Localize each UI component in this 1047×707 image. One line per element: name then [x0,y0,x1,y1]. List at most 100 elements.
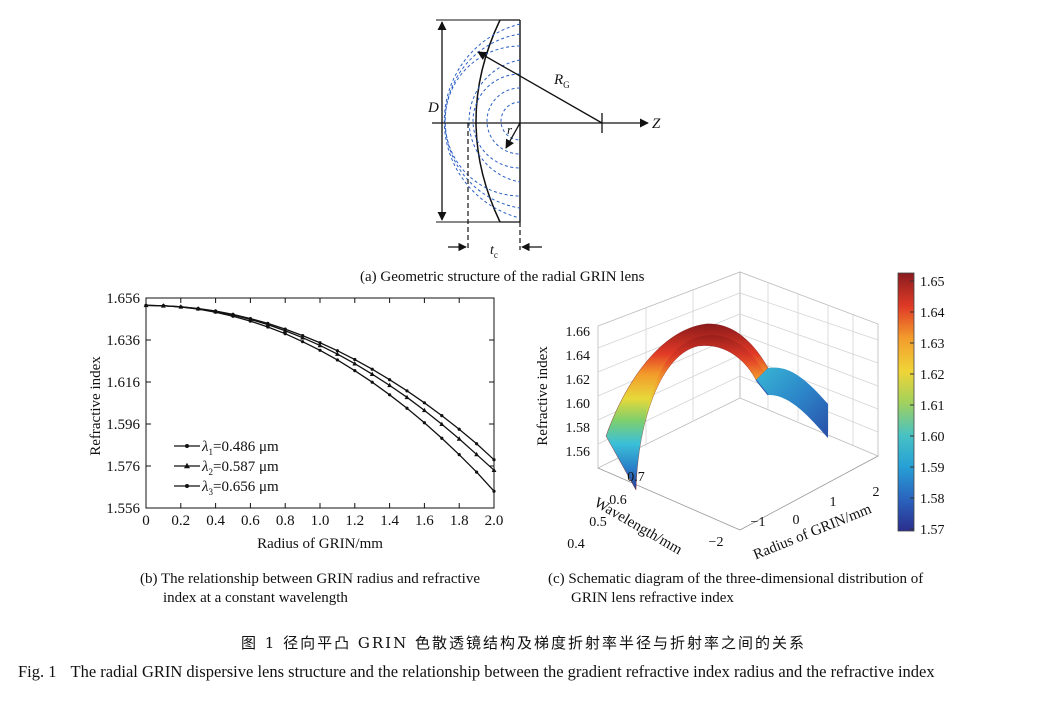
y-tick-label-3d: 0.6 [609,493,627,508]
series-point-2 [369,371,375,377]
panel-b-caption: (b) The relationship between GRIN radius… [140,570,480,608]
series-point-3 [144,303,148,307]
panel-c-caption-line1: (c) Schematic diagram of the three-dimen… [548,571,924,587]
x-axis-label-3d: Radius of GRIN/mm [751,501,874,563]
colorbar-tick-label: 1.63 [920,337,945,352]
series-point-3 [318,341,322,345]
y-tick-label: 1.616 [106,375,140,391]
y-tick-label-3d: 0.4 [567,537,585,552]
series-line-3 [145,304,495,461]
z-tick-label: 1.56 [566,445,591,460]
gradient-contours [443,23,521,219]
panel-b-caption-line1: (b) The relationship between GRIN radius… [140,571,481,587]
series-point-3 [492,458,496,462]
x-tick-label-3d: 0 [793,513,800,528]
series-point-1 [492,489,496,493]
x-tick-label: 0.8 [276,513,295,529]
label-r: r [507,122,513,137]
y-tick-label-3d: 0.7 [627,470,645,485]
x-tick-label: 1.0 [311,513,330,529]
series-point-2 [422,407,427,413]
legend-marker-2 [184,462,190,469]
series-point-1 [283,332,287,336]
series-point-3 [388,378,392,382]
colorbar-tick-label: 1.61 [920,399,945,414]
x-tick-label-3d: −2 [709,535,724,550]
y-tick-label: 1.656 [106,291,140,307]
figure-caption-en: Fig. 1 The radial GRIN dispersive lens st… [18,662,935,682]
x-tick-label: 2.0 [485,513,504,529]
series-point-2 [317,342,323,348]
surface-side-face [756,367,828,438]
series-point-3 [353,357,357,362]
series-point-1 [301,340,305,344]
z-tick-label: 1.66 [566,325,591,340]
x-tick-label: 1.4 [380,513,399,529]
series-point-2 [474,451,479,457]
series-point-1 [475,470,479,474]
panel-b-caption-line2: index at a constant wavelength [163,590,348,606]
series-line-1 [145,304,495,492]
label-rg: RG [553,72,570,90]
colorbar-tick-label: 1.60 [920,430,945,445]
series-point-1 [457,453,461,457]
series-point-1 [388,393,392,397]
x-tick-label: 1.8 [450,513,469,529]
x-tick-label-3d: 2 [873,485,880,500]
figure-caption-en-text: The radial GRIN dispersive lens structur… [70,662,935,681]
series-point-3 [196,306,200,311]
series-point-1 [335,358,339,362]
z-tick-label: 1.64 [566,349,591,364]
series-point-3 [301,333,305,338]
z-tick-label: 1.58 [566,421,591,436]
series-point-3 [457,427,461,431]
y-tick-label: 1.556 [106,501,140,517]
legend-label-1: λ1=0.486 μm [201,439,279,457]
x-tick-label-3d: −1 [751,515,766,530]
colorbar-tick-label: 1.59 [920,461,945,476]
y-tick-label: 1.636 [106,333,140,349]
z-tick-label: 1.62 [566,373,591,388]
series-point-2 [404,394,410,400]
y-tick-label-3d: 0.5 [589,515,607,530]
colorbar-tick-label: 1.65 [920,275,945,290]
legend-marker-3 [185,484,189,488]
series-point-1 [353,369,357,373]
series-point-2 [456,436,462,441]
figure-caption-cn: 图 1 径向平凸 GRIN 色散透镜结构及梯度折射率半径与折射率之间的关系 [241,634,806,652]
series-point-1 [318,348,322,352]
panel-c-surface-plot: Refractive index 1.56 1.58 1.60 1.62 1.64 1.6… [535,271,945,563]
z-tick-label: 1.60 [566,397,591,412]
x-tick-label: 0.6 [241,513,260,529]
y-tick-label: 1.596 [106,417,140,433]
series-point-2 [335,351,340,356]
label-z: Z [652,116,661,132]
legend-label-3: λ3=0.656 μm [201,479,279,497]
x-axis-label: Radius of GRIN/mm [257,536,383,552]
plot-frame [145,297,495,509]
panel-c-caption-line2: GRIN lens refractive index [571,590,734,606]
x-tick-label: 1.2 [345,513,364,529]
series-point-3 [179,305,183,309]
y-tick-label: 1.576 [106,459,140,475]
series-point-1 [440,436,444,440]
series-point-3 [422,401,426,405]
series-point-3 [248,316,252,321]
series-point-3 [283,327,287,331]
series-point-3 [335,349,339,353]
series-point-3 [370,367,374,371]
legend-marker-1 [185,444,189,448]
colorbar-tick-label: 1.57 [920,523,945,538]
series-point-2 [352,361,358,366]
colorbar-tick-label: 1.62 [920,368,945,383]
x-tick-label: 0.4 [206,513,225,529]
y-axis-label: Refractive index [88,356,104,456]
panel-a-diagram: D RG r Z tc [427,19,661,260]
series-point-2 [300,335,305,340]
z-axis-label: Refractive index [535,346,551,446]
x-tick-label: 1.6 [415,513,434,529]
x-tick-label: 0.2 [171,513,190,529]
series-point-1 [422,421,426,425]
series-point-3 [231,312,235,316]
panel-a-caption: (a) Geometric structure of the radial GR… [360,269,645,285]
